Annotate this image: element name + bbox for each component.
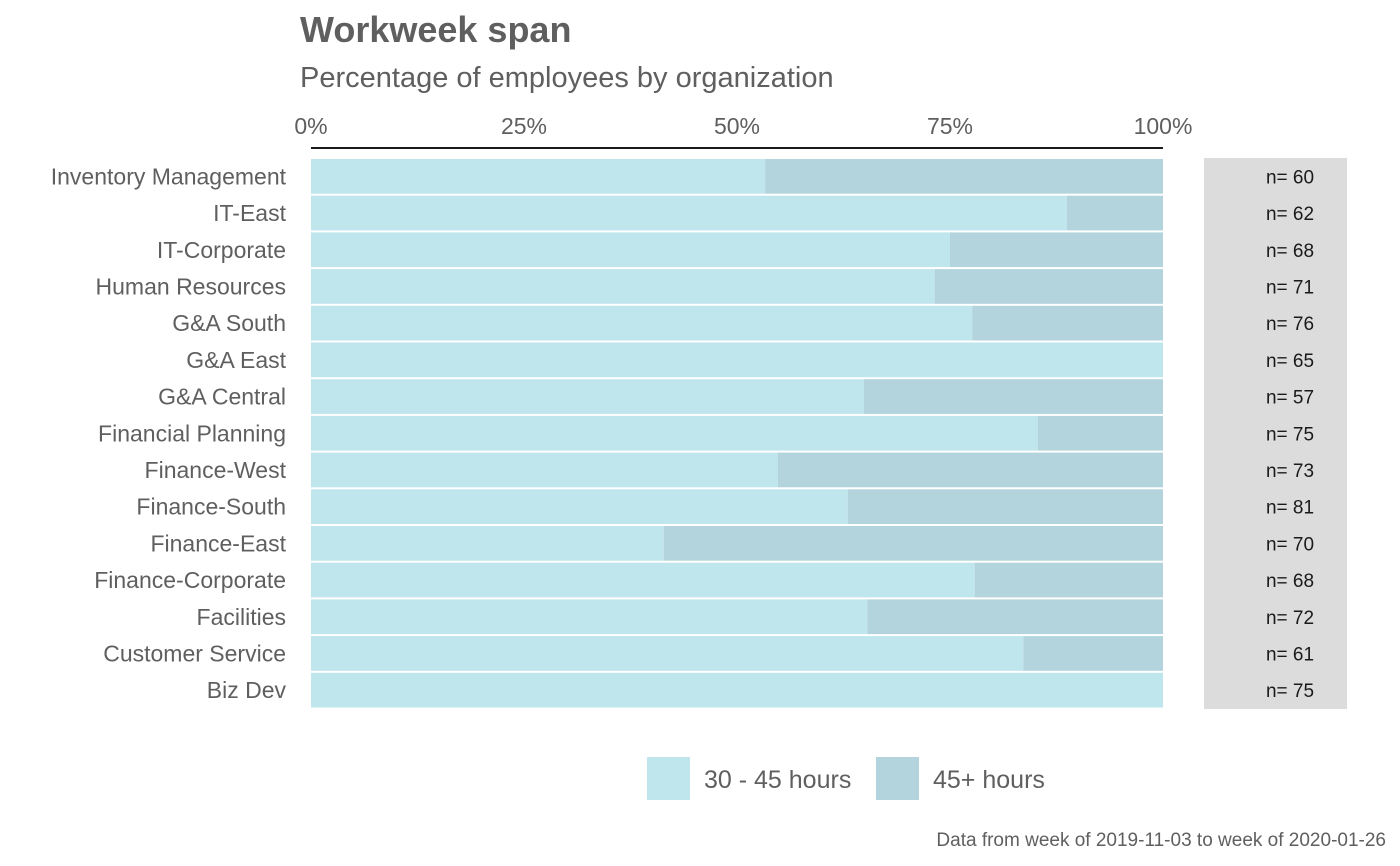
n-panel bbox=[1204, 158, 1347, 709]
n-label: n= 76 bbox=[1266, 314, 1314, 335]
n-label: n= 81 bbox=[1266, 498, 1314, 519]
category-labels: Inventory Management IT-East IT-Corporate H… bbox=[51, 163, 287, 703]
n-label: n= 72 bbox=[1266, 608, 1314, 629]
n-labels: n= 60 n= 62 n= 68 n= 71 n= 76 n= 65 n= 57 n= 75… bbox=[1266, 167, 1314, 702]
n-label: n= 75 bbox=[1266, 424, 1314, 445]
legend-swatch-45-plus-hours bbox=[876, 757, 919, 800]
n-label: n= 68 bbox=[1266, 571, 1314, 592]
category-label: Finance-South bbox=[136, 494, 286, 520]
bar-ganda-south-30-45-hours bbox=[311, 305, 973, 341]
category-label: Inventory Management bbox=[51, 163, 287, 189]
n-label: n= 65 bbox=[1266, 351, 1314, 372]
bar-ganda-central-45-hours bbox=[863, 379, 1163, 414]
bar-financial-planning-45-hours bbox=[1037, 415, 1163, 451]
x-tick-label: 50% bbox=[714, 113, 760, 139]
x-axis-ticks: 0% 25% 50% 75% 100% bbox=[294, 113, 1192, 139]
legend-label-45-plus-hours: 45+ hours bbox=[933, 766, 1045, 794]
category-label: Finance-East bbox=[150, 530, 286, 556]
x-tick-label: 0% bbox=[294, 113, 327, 139]
bar-biz-dev-30-45-hours bbox=[311, 672, 1163, 708]
category-label: Human Resources bbox=[96, 273, 286, 299]
bar-inventory-management-45-hours bbox=[765, 159, 1163, 194]
n-label: n= 61 bbox=[1266, 644, 1314, 665]
n-label: n= 75 bbox=[1266, 681, 1314, 702]
n-label: n= 71 bbox=[1266, 277, 1314, 298]
bar-financial-planning-30-45-hours bbox=[311, 415, 1038, 451]
category-label: G&A Central bbox=[158, 384, 286, 410]
bar-it-east-30-45-hours bbox=[311, 195, 1067, 231]
chart-title: Workweek span bbox=[300, 9, 571, 50]
legend-swatch-30-45-hours bbox=[647, 757, 690, 800]
category-label: G&A East bbox=[186, 347, 286, 373]
category-label: Biz Dev bbox=[207, 677, 287, 703]
bar-finance-west-30-45-hours bbox=[311, 452, 778, 488]
n-label: n= 70 bbox=[1266, 534, 1314, 555]
bar-facilities-45-hours bbox=[867, 599, 1163, 635]
legend-label-30-45-hours: 30 - 45 hours bbox=[704, 766, 851, 794]
category-label: Facilities bbox=[197, 604, 286, 630]
x-tick-label: 25% bbox=[501, 113, 547, 139]
bars-group bbox=[311, 159, 1163, 708]
legend: 30 - 45 hours 45+ hours bbox=[647, 757, 1045, 800]
category-label: G&A South bbox=[172, 310, 286, 336]
bar-finance-corporate-45-hours bbox=[974, 562, 1163, 598]
n-label: n= 60 bbox=[1266, 167, 1314, 188]
bar-finance-east-45-hours bbox=[663, 526, 1163, 561]
bar-ganda-central-30-45-hours bbox=[311, 379, 864, 414]
category-label: Finance-Corporate bbox=[94, 567, 286, 593]
x-tick-label: 75% bbox=[927, 113, 973, 139]
bar-it-east-45-hours bbox=[1066, 195, 1163, 231]
bar-finance-east-30-45-hours bbox=[311, 526, 664, 561]
category-label: Finance-West bbox=[145, 457, 287, 483]
bar-inventory-management-30-45-hours bbox=[311, 159, 766, 194]
n-label: n= 57 bbox=[1266, 388, 1314, 409]
bar-customer-service-45-hours bbox=[1023, 636, 1163, 671]
bar-finance-south-45-hours bbox=[847, 489, 1163, 524]
x-tick-label: 100% bbox=[1134, 113, 1193, 139]
bar-finance-west-45-hours bbox=[777, 452, 1163, 488]
bar-ganda-east-30-45-hours bbox=[311, 342, 1163, 378]
n-label: n= 68 bbox=[1266, 241, 1314, 262]
bar-it-corporate-30-45-hours bbox=[311, 232, 950, 268]
chart-subtitle: Percentage of employees by organization bbox=[300, 62, 834, 94]
bar-facilities-30-45-hours bbox=[311, 599, 868, 635]
category-label: IT-East bbox=[213, 200, 286, 226]
category-label: Customer Service bbox=[103, 640, 286, 666]
n-label: n= 73 bbox=[1266, 461, 1314, 482]
chart-caption: Data from week of 2019-11-03 to week of … bbox=[936, 830, 1386, 851]
bar-human-resources-45-hours bbox=[934, 269, 1163, 304]
category-label: IT-Corporate bbox=[157, 237, 286, 263]
category-label: Financial Planning bbox=[98, 420, 286, 446]
bar-customer-service-30-45-hours bbox=[311, 636, 1024, 671]
bar-ganda-south-45-hours bbox=[972, 305, 1163, 341]
n-label: n= 62 bbox=[1266, 204, 1314, 225]
bar-finance-corporate-30-45-hours bbox=[311, 562, 975, 598]
bar-human-resources-30-45-hours bbox=[311, 269, 935, 304]
bar-it-corporate-45-hours bbox=[950, 232, 1163, 268]
bar-finance-south-30-45-hours bbox=[311, 489, 848, 524]
